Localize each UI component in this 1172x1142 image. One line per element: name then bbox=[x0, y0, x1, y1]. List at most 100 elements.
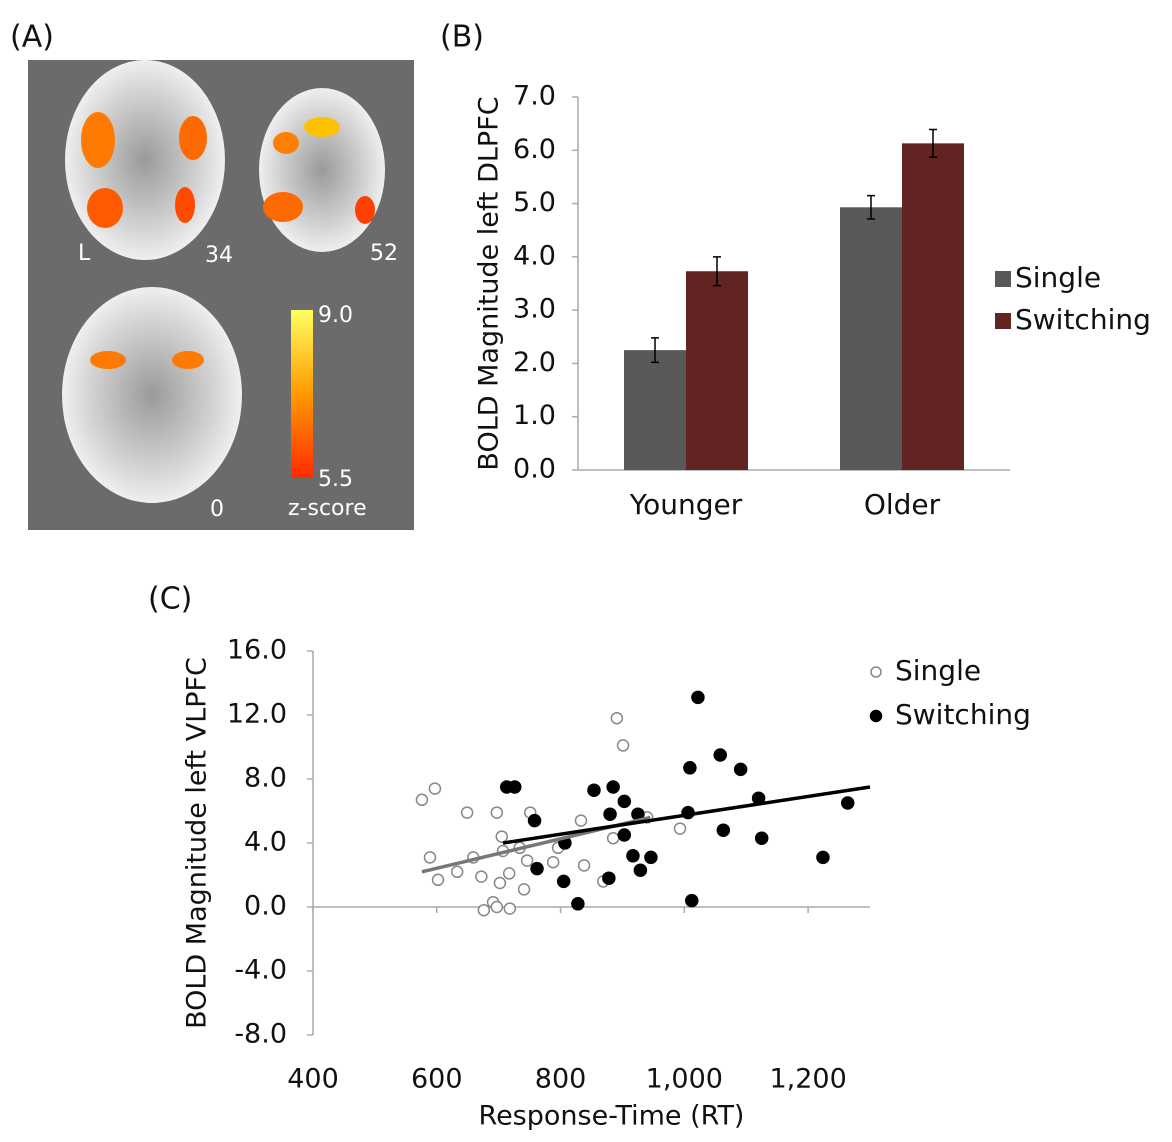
point bbox=[611, 713, 622, 724]
point bbox=[429, 783, 440, 794]
brain-panel: L 34 52 0 9.0 5.5 z-score bbox=[28, 60, 414, 530]
legend-label: Switching bbox=[1015, 303, 1151, 336]
point bbox=[519, 884, 530, 895]
point bbox=[496, 831, 507, 842]
y-tick-label: 16.0 bbox=[227, 635, 287, 666]
point bbox=[504, 903, 515, 914]
y-tick-label: 0.0 bbox=[244, 891, 287, 922]
point bbox=[416, 794, 427, 805]
slice-label: 52 bbox=[370, 241, 398, 266]
point bbox=[714, 749, 726, 761]
point bbox=[575, 815, 586, 826]
colorbar-min: 5.5 bbox=[318, 467, 353, 492]
y-tick-label: 12.0 bbox=[227, 699, 287, 730]
point bbox=[433, 874, 444, 885]
point bbox=[618, 829, 630, 841]
bar bbox=[686, 271, 748, 470]
colorbar bbox=[291, 310, 313, 478]
colorbar-max: 9.0 bbox=[318, 303, 353, 328]
point bbox=[491, 807, 502, 818]
trend-line bbox=[503, 787, 870, 843]
activation bbox=[175, 187, 195, 223]
legend-swatch bbox=[995, 313, 1011, 329]
point bbox=[842, 797, 854, 809]
y-tick-label: 5.0 bbox=[513, 187, 556, 218]
y-tick-label: -8.0 bbox=[234, 1019, 287, 1050]
y-axis-title: BOLD Magnitude left VLPFC bbox=[182, 657, 213, 1029]
point bbox=[692, 691, 704, 703]
point bbox=[478, 905, 489, 916]
point bbox=[424, 852, 435, 863]
point bbox=[509, 781, 521, 793]
y-tick-label: 1.0 bbox=[513, 400, 556, 431]
y-tick-label: 4.0 bbox=[244, 827, 287, 858]
activation bbox=[355, 196, 375, 224]
slice-label: 34 bbox=[205, 243, 233, 268]
y-tick-label: 7.0 bbox=[513, 81, 556, 112]
point bbox=[627, 850, 639, 862]
point bbox=[735, 763, 747, 775]
point bbox=[817, 851, 829, 863]
x-tick-label: 1,200 bbox=[769, 1064, 846, 1095]
point bbox=[531, 863, 543, 875]
point bbox=[684, 762, 696, 774]
colorbar-title: z-score bbox=[288, 496, 367, 521]
point bbox=[504, 868, 515, 879]
legend-label: Single bbox=[895, 654, 981, 687]
activation bbox=[179, 116, 207, 160]
legend-label: Single bbox=[1015, 261, 1101, 294]
point bbox=[607, 781, 619, 793]
y-tick-label: 8.0 bbox=[244, 763, 287, 794]
bar bbox=[840, 207, 902, 470]
panel-label: (A) bbox=[10, 20, 54, 55]
point bbox=[756, 832, 768, 844]
activation bbox=[273, 132, 299, 154]
brain-slice bbox=[62, 287, 242, 503]
point bbox=[491, 902, 502, 913]
panel-label: (C) bbox=[148, 582, 192, 617]
point bbox=[645, 851, 657, 863]
x-tick-label: 600 bbox=[411, 1064, 463, 1095]
point bbox=[529, 815, 541, 827]
x-tick-label: Older bbox=[864, 488, 941, 521]
legend-marker bbox=[871, 667, 881, 677]
figure: (A) L 34 52 0 9.0 5.5 z-score (B) BOLD Ma… bbox=[0, 0, 1172, 1138]
point bbox=[675, 823, 686, 834]
y-tick-label: 4.0 bbox=[513, 240, 556, 271]
point bbox=[608, 833, 619, 844]
bar bbox=[624, 350, 686, 470]
brain-slice bbox=[259, 88, 385, 252]
point bbox=[634, 864, 646, 876]
x-tick-label: 1,000 bbox=[646, 1064, 723, 1095]
legend-label: Switching bbox=[895, 698, 1031, 731]
point bbox=[476, 871, 487, 882]
x-tick-label: 800 bbox=[535, 1064, 587, 1095]
activation bbox=[87, 188, 123, 228]
y-axis-title: BOLD Magnitude left DLPFC bbox=[474, 96, 505, 470]
slice-label: 0 bbox=[210, 497, 224, 522]
point bbox=[618, 795, 630, 807]
y-tick-label: 2.0 bbox=[513, 347, 556, 378]
activation bbox=[172, 351, 204, 369]
activation bbox=[304, 117, 340, 137]
point bbox=[618, 740, 629, 751]
point bbox=[588, 784, 600, 796]
panel-label: (B) bbox=[440, 20, 484, 55]
point bbox=[579, 860, 590, 871]
legend-marker bbox=[871, 711, 882, 722]
x-tick-label: Younger bbox=[629, 488, 743, 521]
point bbox=[522, 855, 533, 866]
y-tick-label: 0.0 bbox=[513, 454, 556, 485]
slice-label: L bbox=[78, 241, 91, 266]
activation bbox=[263, 192, 303, 222]
y-tick-label: -4.0 bbox=[234, 955, 287, 986]
point bbox=[603, 872, 615, 884]
point bbox=[717, 824, 729, 836]
y-tick-label: 6.0 bbox=[513, 134, 556, 165]
point bbox=[558, 875, 570, 887]
point bbox=[604, 808, 616, 820]
point bbox=[452, 866, 463, 877]
bar bbox=[902, 143, 964, 470]
x-axis-title: Response-Time (RT) bbox=[479, 1101, 745, 1132]
activation bbox=[81, 112, 115, 168]
